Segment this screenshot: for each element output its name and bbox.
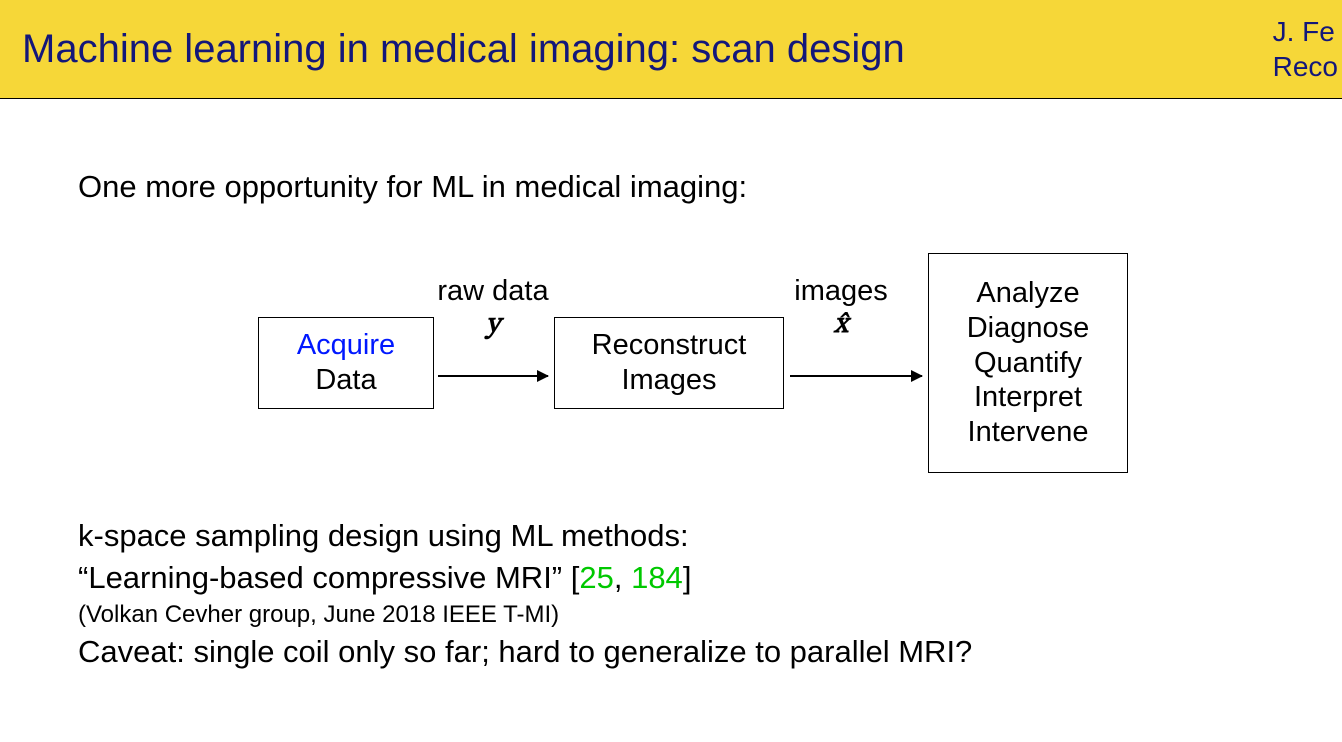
edge-images-top: images — [766, 275, 916, 308]
node-analyze-line3: Quantify — [943, 346, 1113, 381]
edge-rawdata-top: raw data — [418, 275, 568, 308]
node-acquire-line1: Acquire — [273, 328, 419, 363]
edge-images-label: images x̂ — [766, 275, 916, 342]
node-analyze-line2: Diagnose — [943, 311, 1113, 346]
slide-header: Machine learning in medical imaging: sca… — [0, 0, 1342, 99]
arrow-reconstruct-to-analyze — [790, 375, 922, 377]
citation-184: 184 — [631, 560, 683, 595]
node-analyze-line4: Interpret — [943, 380, 1113, 415]
slide-content: One more opportunity for ML in medical i… — [0, 99, 1342, 673]
body-line1: k-space sampling design using ML methods… — [78, 515, 1282, 557]
body-line2-prefix: “Learning-based compressive MRI” [ — [78, 560, 579, 595]
body-line4: Caveat: single coil only so far; hard to… — [78, 631, 1282, 673]
body-line2: “Learning-based compressive MRI” [25, 18… — [78, 557, 1282, 599]
node-analyze: Analyze Diagnose Quantify Interpret Inte… — [928, 253, 1128, 473]
body-line3: (Volkan Cevher group, June 2018 IEEE T-M… — [78, 599, 1282, 631]
pipeline-diagram: Acquire Data raw data y Reconstruct Imag… — [78, 245, 1282, 485]
slide-author: J. Fe Reco — [1273, 14, 1342, 84]
edge-rawdata-var: y — [418, 308, 568, 341]
node-analyze-line1: Analyze — [943, 276, 1113, 311]
node-acquire-data: Acquire Data — [258, 317, 434, 409]
node-reconstruct-images: Reconstruct Images — [554, 317, 784, 409]
slide-title: Machine learning in medical imaging: sca… — [22, 27, 905, 72]
citation-25: 25 — [579, 560, 613, 595]
node-acquire-line2: Data — [273, 363, 419, 398]
arrow-acquire-to-reconstruct — [438, 375, 548, 377]
author-line-1: J. Fe — [1273, 14, 1338, 49]
node-reconstruct-line2: Images — [569, 363, 769, 398]
citation-sep: , — [614, 560, 631, 595]
node-analyze-line5: Intervene — [943, 415, 1113, 450]
edge-rawdata-label: raw data y — [418, 275, 568, 342]
body-line2-suffix: ] — [683, 560, 692, 595]
lead-text: One more opportunity for ML in medical i… — [78, 169, 1282, 205]
node-reconstruct-line1: Reconstruct — [569, 328, 769, 363]
edge-images-var: x̂ — [766, 308, 916, 341]
author-line-2: Reco — [1273, 49, 1338, 84]
